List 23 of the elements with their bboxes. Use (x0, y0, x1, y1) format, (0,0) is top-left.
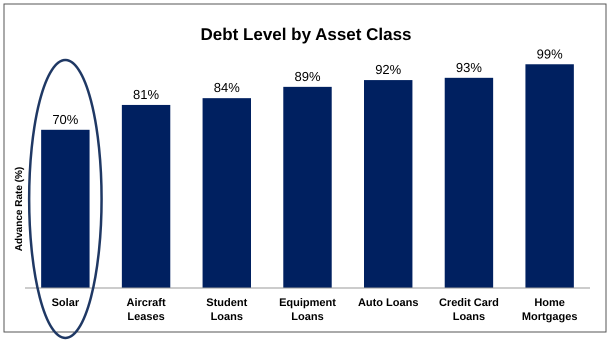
bar (202, 98, 251, 288)
bar (122, 104, 170, 288)
data-label: 93% (456, 60, 482, 75)
x-tick-label: Aircraft Leases (126, 297, 166, 323)
x-tick-label: Equipment Loans (279, 297, 336, 323)
data-label: 81% (133, 86, 160, 102)
x-tick-label: Credit Card Loans (438, 297, 499, 323)
bar (525, 64, 574, 288)
data-label: 99% (536, 46, 564, 62)
x-tick-label: Auto Loans (358, 297, 418, 309)
x-tick-label: Home Mortgages (522, 297, 578, 323)
bar (283, 86, 332, 288)
y-axis-title: Advance Rate (%) (14, 166, 25, 252)
bar (41, 130, 90, 288)
data-label: 84% (214, 80, 240, 96)
bar (444, 78, 494, 288)
x-tick-label: Solar (52, 297, 80, 309)
chart-title: Debt Level by Asset Class (200, 25, 412, 44)
data-label: 92% (375, 62, 402, 78)
bar (364, 80, 412, 288)
data-label: 70% (52, 112, 79, 127)
data-label: 89% (294, 68, 321, 84)
x-tick-label: Student Loans (206, 297, 248, 323)
